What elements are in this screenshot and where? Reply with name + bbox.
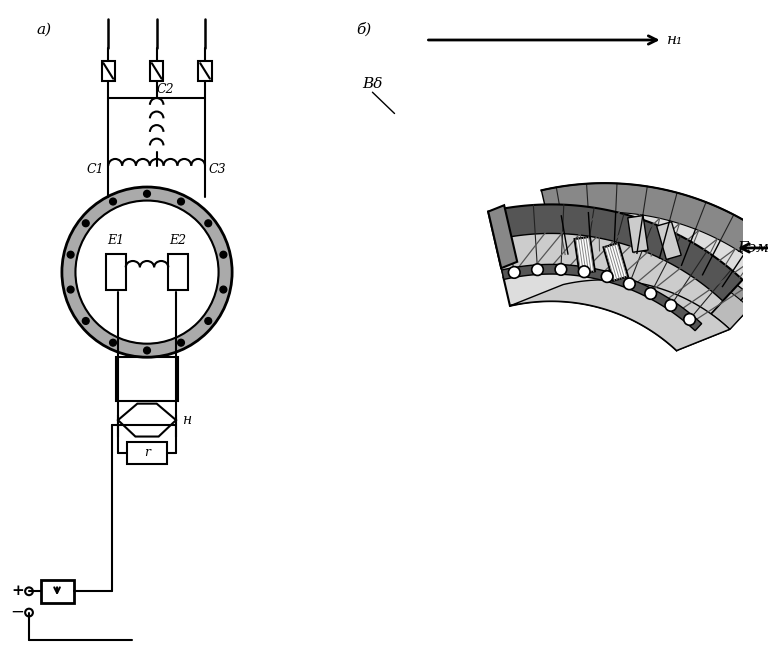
Polygon shape (557, 251, 750, 329)
Circle shape (645, 288, 657, 299)
Polygon shape (118, 403, 176, 437)
Circle shape (82, 220, 89, 227)
Bar (116, 357, 178, 401)
Polygon shape (574, 237, 595, 274)
Text: н₁: н₁ (667, 33, 684, 47)
Circle shape (68, 286, 74, 293)
Circle shape (110, 339, 117, 346)
Circle shape (578, 266, 590, 278)
Polygon shape (541, 183, 768, 301)
Bar (107, 254, 126, 290)
Text: Bδ: Bδ (362, 76, 383, 90)
Circle shape (177, 339, 184, 346)
Text: +: + (12, 584, 24, 598)
Circle shape (684, 314, 695, 325)
Text: б): б) (356, 23, 371, 37)
Text: Fэм: Fэм (737, 241, 768, 255)
Polygon shape (604, 243, 628, 281)
Polygon shape (697, 280, 768, 329)
Polygon shape (502, 264, 702, 330)
Circle shape (220, 286, 227, 293)
Circle shape (144, 191, 151, 197)
Bar (41, 579, 74, 603)
Circle shape (177, 198, 184, 205)
Polygon shape (677, 308, 750, 351)
Circle shape (508, 267, 520, 278)
Text: Е1: Е1 (108, 234, 124, 247)
Text: −: − (10, 604, 24, 621)
Polygon shape (548, 212, 768, 308)
Polygon shape (657, 221, 681, 260)
Circle shape (205, 220, 212, 227)
Circle shape (205, 318, 212, 324)
Bar (101, 62, 115, 81)
Circle shape (144, 347, 151, 354)
Text: C3: C3 (209, 163, 227, 176)
Circle shape (555, 264, 567, 275)
Bar (198, 62, 212, 81)
Text: Е2: Е2 (170, 234, 187, 247)
Bar (127, 442, 167, 464)
Polygon shape (504, 272, 697, 351)
Polygon shape (488, 205, 743, 322)
Bar (168, 254, 187, 290)
Polygon shape (510, 280, 730, 351)
Circle shape (531, 264, 543, 276)
Polygon shape (502, 241, 756, 322)
Polygon shape (495, 233, 723, 329)
Circle shape (601, 271, 613, 282)
Text: C1: C1 (87, 163, 104, 176)
Circle shape (220, 252, 227, 258)
Circle shape (665, 300, 677, 311)
Circle shape (68, 252, 74, 258)
Text: r: r (144, 446, 150, 460)
Circle shape (110, 198, 117, 205)
Circle shape (624, 278, 635, 290)
Polygon shape (703, 258, 768, 322)
Circle shape (82, 318, 89, 324)
Polygon shape (627, 215, 648, 252)
Text: a): a) (37, 23, 52, 37)
Text: н: н (182, 413, 191, 427)
Polygon shape (488, 205, 517, 268)
Bar (150, 62, 164, 81)
Text: C2: C2 (157, 83, 174, 96)
